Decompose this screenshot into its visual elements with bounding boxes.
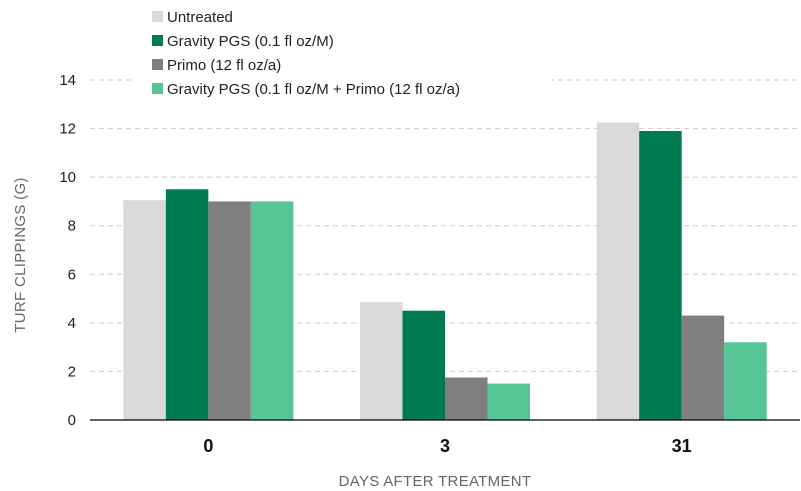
bar [445, 377, 488, 420]
x-axis-title: DAYS AFTER TREATMENT [339, 473, 532, 490]
x-tick-label: 3 [440, 436, 450, 456]
legend-label: Gravity PGS (0.1 fl oz/M + Primo (12 fl … [167, 81, 460, 98]
y-tick-label: 4 [68, 315, 76, 332]
bar [596, 122, 640, 420]
y-tick-label: 12 [59, 121, 76, 138]
bar [208, 201, 251, 420]
y-tick-label: 6 [68, 266, 76, 283]
bars [123, 122, 767, 420]
bar [165, 189, 209, 420]
legend-background [132, 0, 552, 104]
legend-label: Primo (12 fl oz/a) [167, 57, 281, 74]
legend-swatch [152, 11, 163, 22]
bar [402, 310, 445, 420]
legend-swatch [152, 59, 163, 70]
bar [123, 200, 166, 420]
bar [360, 302, 403, 420]
y-tick-label: 0 [68, 412, 76, 429]
legend: Untreated Gravity PGS (0.1 fl oz/M) Primo … [132, 0, 552, 104]
x-tick-label: 31 [672, 436, 692, 456]
legend-label: Untreated [167, 9, 233, 26]
legend-swatch [152, 83, 163, 94]
y-tick-label: 10 [59, 169, 76, 186]
bar [681, 315, 725, 420]
legend-swatch [152, 35, 163, 46]
bar [724, 342, 767, 420]
y-tick-label: 8 [68, 218, 76, 235]
y-tick-label: 2 [68, 363, 76, 380]
axes: 0 2 4 6 8 10 12 14 0 3 31 [59, 72, 800, 456]
bar [639, 131, 682, 420]
bar [250, 201, 294, 420]
y-axis-title: TURF CLIPPINGS (G) [12, 177, 29, 332]
legend-label: Gravity PGS (0.1 fl oz/M) [167, 33, 334, 50]
bar [487, 383, 530, 420]
x-tick-label: 0 [203, 436, 213, 456]
y-tick-label: 14 [59, 72, 76, 89]
